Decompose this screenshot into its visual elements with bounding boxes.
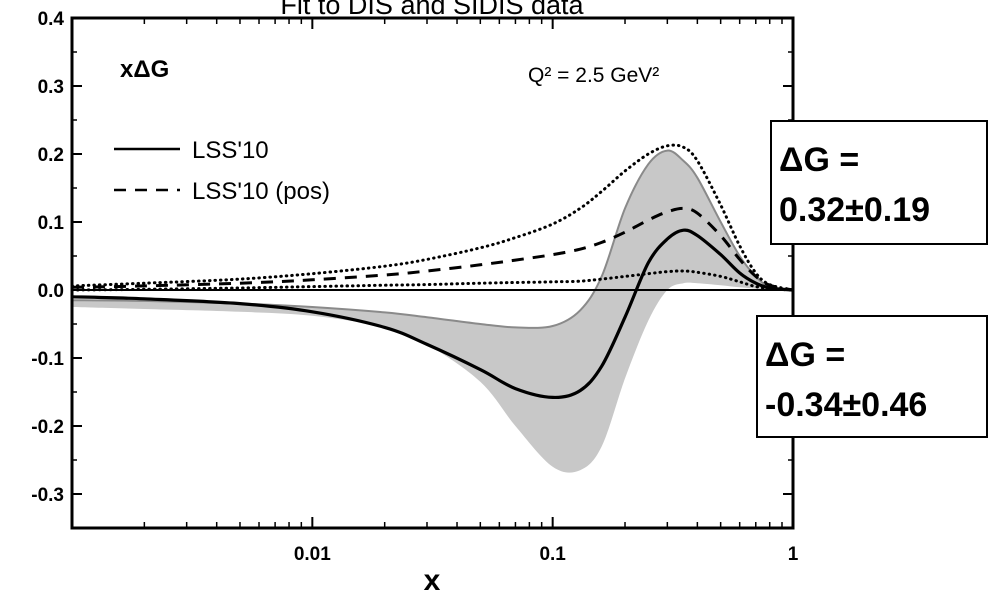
- y-tick-label: -0.2: [31, 417, 64, 438]
- series-line-0-solid: [71, 228, 794, 400]
- y-tick-label: 0.0: [38, 281, 64, 302]
- series-layer: [70, 143, 795, 400]
- y-tick-label: -0.3: [31, 485, 64, 506]
- scale-label: Q² = 2.5 GeV²: [528, 64, 659, 87]
- x-tick-label: 1: [788, 544, 799, 565]
- annotation-box-negative: ΔG = -0.34±0.46: [756, 315, 988, 438]
- annotation-line: 0.32±0.19: [779, 191, 930, 229]
- y-tick-label: 0.2: [38, 145, 64, 166]
- annotation-line: -0.34±0.46: [765, 386, 927, 424]
- band-upper-edge: [71, 149, 794, 329]
- x-axis-title: x: [424, 564, 441, 597]
- annotation-line: ΔG =: [765, 336, 845, 374]
- panel-label: xΔG: [120, 56, 169, 83]
- x-tick-label: 0.1: [539, 544, 566, 565]
- annotation-line: ΔG =: [779, 141, 859, 179]
- series-line-1-dashed: [71, 206, 794, 292]
- uncertainty-band: [71, 149, 794, 473]
- annotation-box-positive: ΔG = 0.32±0.19: [770, 120, 988, 245]
- x-tick-label: 0.01: [294, 544, 331, 565]
- y-tick-label: 0.3: [38, 77, 64, 98]
- chart-title: Fit to DIS and SIDIS data: [280, 0, 584, 20]
- series-line-2-dotted: [70, 143, 795, 292]
- y-tick-label: -0.1: [31, 349, 64, 370]
- legend-label-lss10-pos: LSS'10 (pos): [192, 178, 330, 205]
- band-fill: [72, 150, 793, 473]
- legend-label-lss10: LSS'10: [192, 137, 269, 164]
- y-tick-label: 0.1: [38, 213, 65, 234]
- axis-ticks: 0.4 0.3 0.2 0.1 0.0 -0.1 -0.2 -0.3 0.01 0.1 1: [31, 9, 798, 565]
- y-tick-label: 0.4: [38, 9, 65, 30]
- legend: LSS'10 LSS'10 (pos): [114, 137, 330, 205]
- plot-frame: [70, 16, 795, 530]
